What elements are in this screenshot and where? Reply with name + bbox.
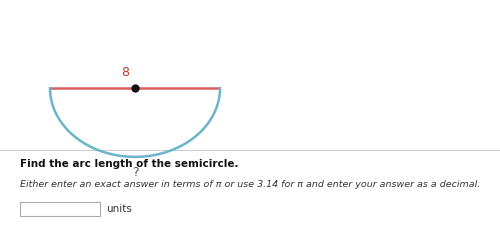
Text: 8: 8 [121, 66, 129, 79]
FancyBboxPatch shape [20, 202, 100, 216]
Text: units: units [106, 204, 132, 214]
Text: Find the arc length of the semicircle.: Find the arc length of the semicircle. [20, 159, 238, 169]
Text: ?: ? [132, 166, 138, 179]
Text: Either enter an exact answer in terms of π or use 3.14 for π and enter your answ: Either enter an exact answer in terms of… [20, 180, 480, 189]
